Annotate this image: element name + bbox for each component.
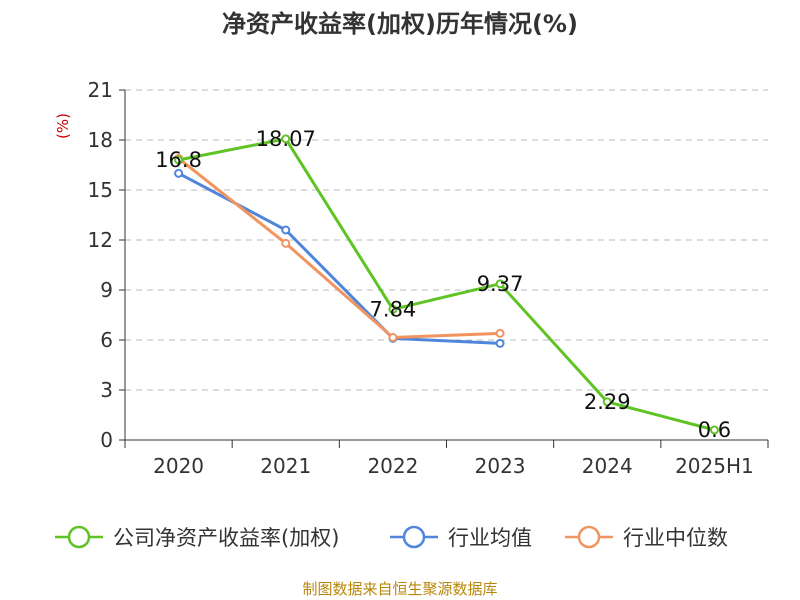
data-label: 0.6 (698, 418, 731, 442)
legend-marker (577, 525, 601, 549)
chart-title: 净资产收益率(加权)历年情况(%) (222, 10, 578, 38)
data-point (602, 397, 612, 407)
x-tick-label: 2024 (582, 454, 633, 478)
y-tick-label: 9 (100, 278, 113, 302)
data-point (281, 225, 291, 235)
series-line-1 (177, 172, 501, 345)
legend-item-2[interactable]: 行业中位数 (565, 525, 728, 550)
legend-marker (67, 525, 91, 549)
y-tick-label: 6 (100, 328, 113, 352)
data-point (174, 155, 184, 165)
series-line-2 (177, 157, 501, 339)
source-note: 制图数据来自恒生聚源数据库 (302, 580, 497, 598)
legend-label: 公司净资产收益率(加权) (113, 526, 339, 550)
x-tick-label: 2022 (367, 454, 418, 478)
x-tick-label: 2021 (260, 454, 311, 478)
series-line-0 (178, 137, 715, 432)
legend-marker (402, 525, 426, 549)
x-tick-label: 2023 (475, 454, 526, 478)
data-point (495, 328, 505, 338)
data-point (495, 338, 505, 348)
y-axis-label: (%) (54, 113, 72, 139)
y-tick-label: 0 (100, 428, 113, 452)
data-label: 7.84 (370, 297, 417, 321)
data-point (709, 425, 719, 435)
data-label: 9.37 (477, 272, 524, 296)
data-point (281, 238, 291, 248)
y-tick-label: 21 (88, 78, 113, 102)
x-tick-label: 2020 (153, 454, 204, 478)
legend-item-0[interactable]: 公司净资产收益率(加权) (55, 525, 339, 550)
x-tick-label: 2025H1 (675, 454, 754, 478)
data-point (174, 168, 184, 178)
data-label: 16.8 (155, 148, 202, 172)
data-point (281, 134, 291, 144)
legend-label: 行业均值 (448, 526, 532, 550)
data-point (388, 304, 398, 314)
legend-label: 行业中位数 (623, 526, 728, 550)
y-tick-label: 3 (100, 378, 113, 402)
data-label: 2.29 (584, 390, 631, 414)
legend-item-1[interactable]: 行业均值 (390, 525, 532, 550)
data-label: 18.07 (256, 127, 316, 151)
data-point (495, 279, 505, 289)
data-point (388, 333, 398, 342)
y-tick-label: 18 (88, 128, 113, 152)
y-tick-label: 12 (88, 228, 113, 252)
y-tick-label: 15 (88, 178, 113, 202)
